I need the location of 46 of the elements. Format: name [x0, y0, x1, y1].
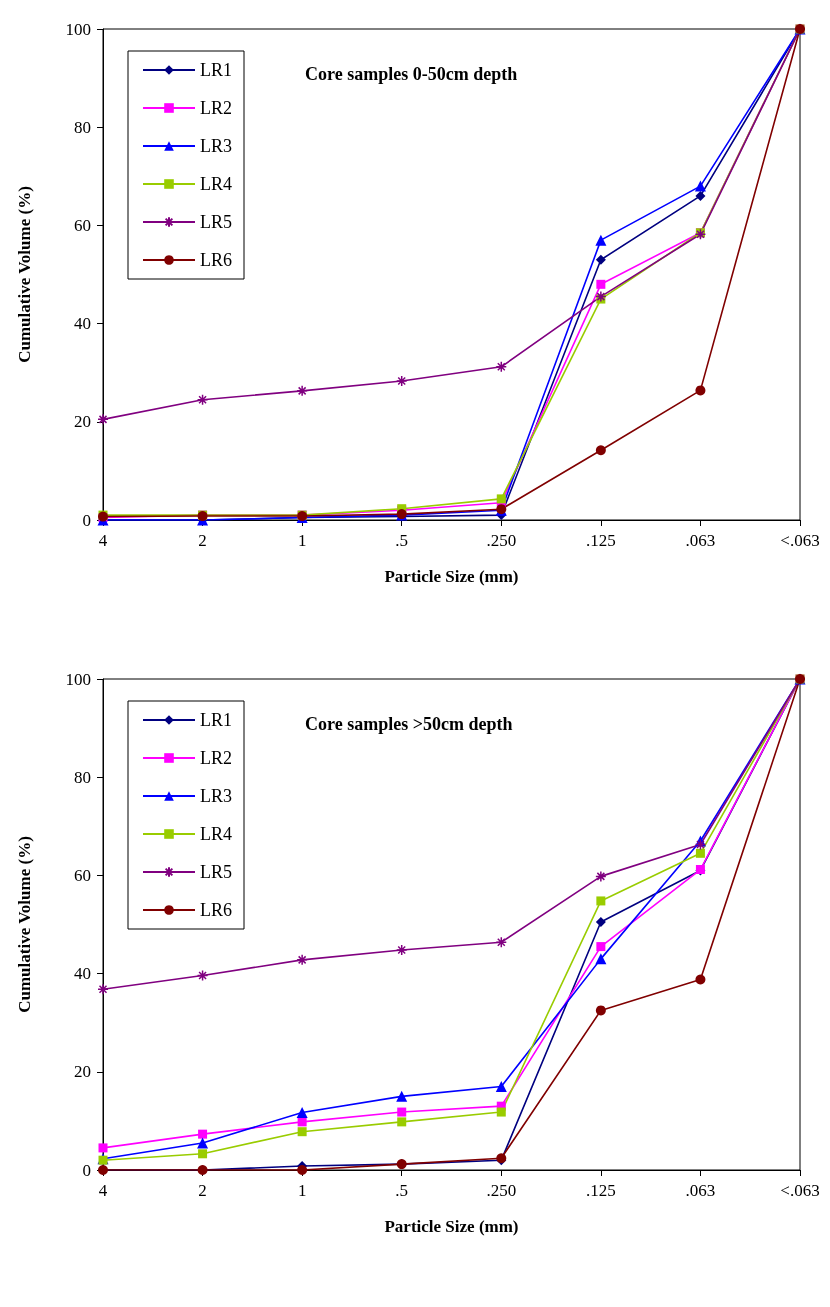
legend-label: LR2	[200, 748, 233, 768]
y-tick-label: 80	[74, 117, 91, 137]
legend-label: LR1	[200, 60, 233, 80]
legend-label: LR6	[200, 900, 233, 920]
x-tick-label: .063	[685, 1181, 716, 1200]
y-tick-label: 40	[74, 964, 91, 984]
x-tick-label: .125	[585, 1181, 616, 1200]
y-tick-label: 100	[65, 669, 91, 689]
y-tick-label: 20	[74, 412, 91, 432]
legend-label: LR5	[200, 212, 233, 232]
y-tick-label: 80	[74, 767, 91, 787]
text: Core samples 0-50cm depth	[305, 64, 518, 84]
y-tick-label: 60	[74, 215, 91, 235]
y-axis-title: Cumulative Volume (%)	[15, 186, 34, 363]
x-tick-label: .250	[486, 531, 517, 550]
x-axis-title: Particle Size (mm)	[384, 1217, 519, 1236]
legend-label: LR2	[200, 98, 233, 118]
y-tick-label: 60	[74, 865, 91, 885]
x-tick-label: .125	[585, 531, 616, 550]
y-tick-label: 40	[74, 314, 91, 334]
x-tick-label: 4	[98, 1181, 108, 1200]
x-tick-label: <.063	[780, 531, 820, 550]
text: Core samples >50cm depth	[305, 714, 513, 734]
x-tick-label: 1	[297, 531, 307, 550]
x-tick-label: .5	[395, 1181, 409, 1200]
legend-label: LR4	[200, 824, 233, 844]
y-tick-label: 0	[82, 1160, 91, 1180]
legend-label: LR6	[200, 250, 233, 270]
x-tick-label: <.063	[780, 1181, 820, 1200]
y-axis-title: Cumulative Volume (%)	[15, 836, 34, 1013]
legend-label: LR3	[200, 136, 233, 156]
x-tick-label: 2	[198, 1181, 207, 1200]
x-tick-label: 2	[198, 531, 207, 550]
y-tick-label: 100	[65, 19, 91, 39]
x-tick-label: 1	[297, 1181, 307, 1200]
x-tick-label: .063	[685, 531, 716, 550]
y-tick-label: 20	[74, 1062, 91, 1082]
x-tick-label: 4	[98, 531, 108, 550]
legend-label: LR5	[200, 862, 233, 882]
x-axis-title: Particle Size (mm)	[384, 567, 519, 586]
legend-label: LR1	[200, 710, 233, 730]
legend-label: LR3	[200, 786, 233, 806]
x-tick-label: .250	[486, 1181, 517, 1200]
x-tick-label: .5	[395, 531, 409, 550]
legend-label: LR4	[200, 174, 233, 194]
y-tick-label: 0	[82, 510, 91, 530]
